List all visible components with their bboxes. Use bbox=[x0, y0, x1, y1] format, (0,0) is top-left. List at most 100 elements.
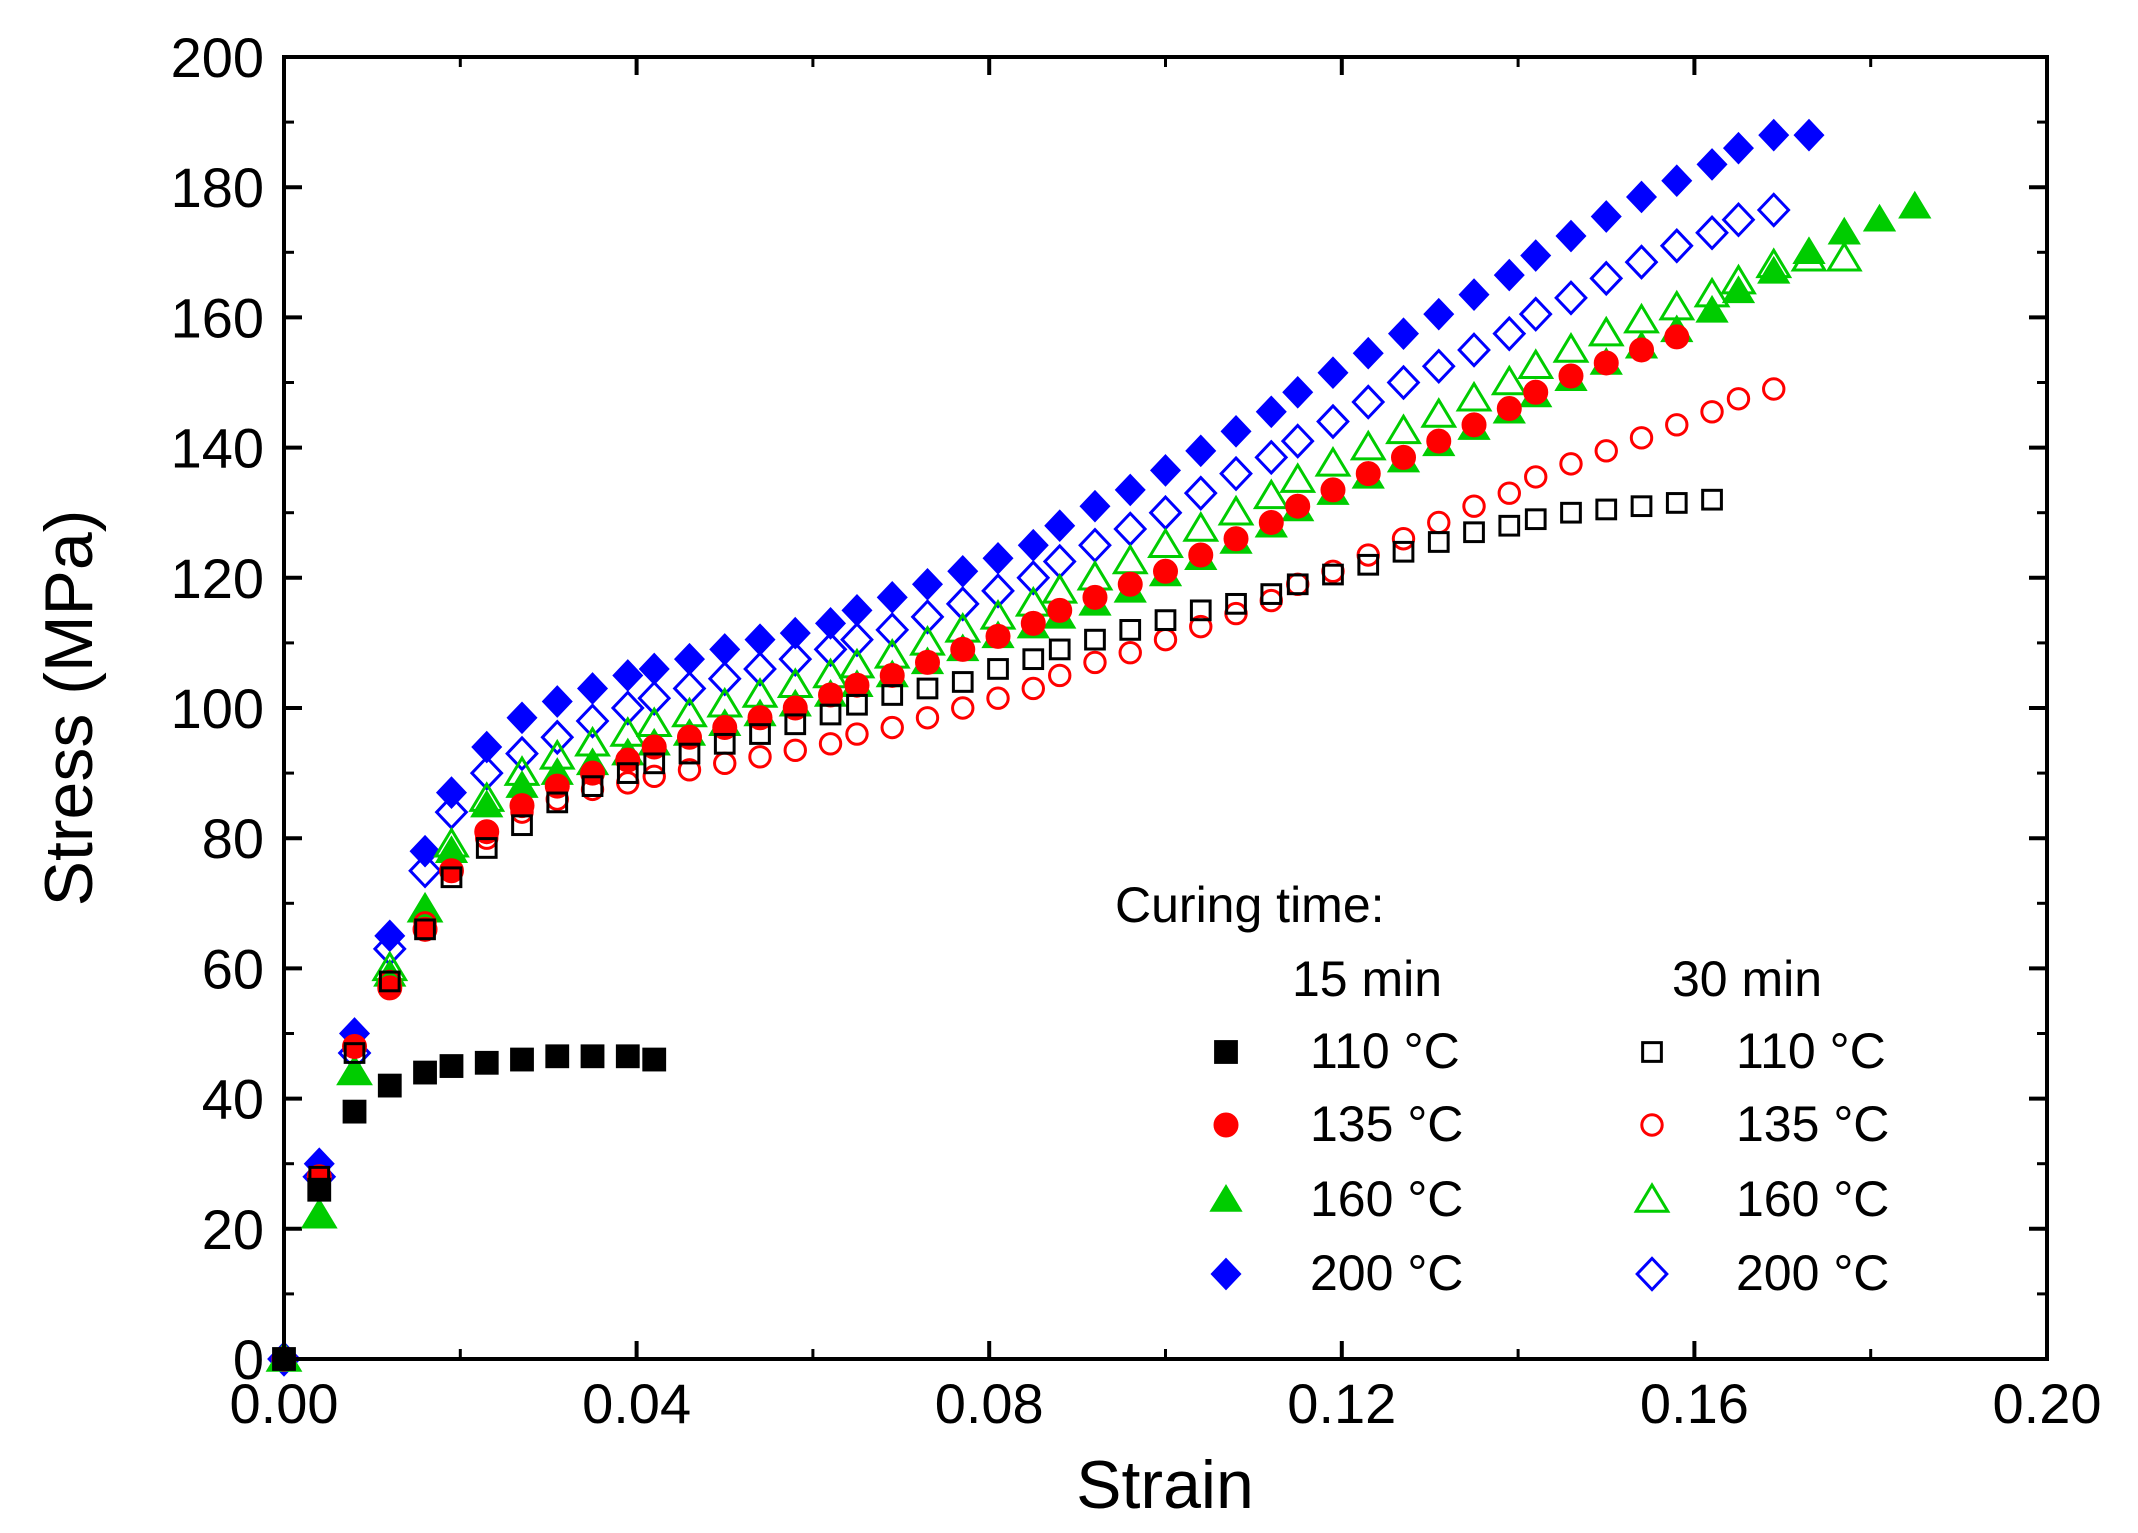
data-point bbox=[783, 738, 807, 763]
data-point bbox=[1349, 429, 1387, 461]
data-point bbox=[1255, 395, 1287, 429]
data-point bbox=[1020, 610, 1046, 636]
data-point bbox=[713, 732, 736, 755]
series-30min-diamond-open bbox=[267, 192, 1791, 1377]
data-point bbox=[546, 791, 569, 814]
x-tick-label: 0.12 bbox=[1287, 1372, 1396, 1435]
y-tick-label: 100 bbox=[171, 677, 264, 740]
data-point bbox=[1022, 648, 1045, 671]
data-point bbox=[438, 858, 464, 884]
data-point bbox=[1496, 396, 1522, 422]
data-point bbox=[1048, 638, 1071, 661]
x-tick-label: 0.04 bbox=[582, 1372, 691, 1435]
data-point bbox=[1392, 540, 1415, 563]
data-point bbox=[1518, 296, 1553, 332]
data-point bbox=[1793, 118, 1825, 152]
data-point bbox=[915, 706, 940, 730]
data-point bbox=[643, 752, 666, 775]
data-point bbox=[1701, 488, 1723, 511]
data-point bbox=[1021, 676, 1045, 701]
data-point bbox=[1462, 494, 1486, 518]
data-point bbox=[581, 775, 604, 797]
data-point bbox=[540, 719, 575, 756]
legend-label: 160 °C bbox=[1310, 1171, 1463, 1227]
data-point bbox=[1314, 445, 1352, 477]
data-point bbox=[1188, 542, 1214, 568]
data-point bbox=[846, 693, 868, 716]
y-tick-label: 140 bbox=[171, 417, 264, 480]
data-point bbox=[678, 742, 701, 765]
data-point bbox=[1320, 477, 1346, 503]
data-point bbox=[1722, 131, 1754, 165]
data-point bbox=[1154, 609, 1177, 631]
data-point bbox=[1118, 640, 1142, 665]
data-point bbox=[1048, 663, 1072, 688]
data-point bbox=[951, 696, 975, 720]
data-point bbox=[879, 662, 905, 688]
y-tick-label: 20 bbox=[202, 1198, 264, 1261]
data-point bbox=[505, 735, 539, 772]
data-point bbox=[779, 616, 811, 650]
data-point bbox=[1463, 521, 1485, 544]
data-point bbox=[1386, 364, 1421, 401]
data-point bbox=[1455, 380, 1493, 412]
data-point bbox=[440, 866, 463, 889]
x-tick-label: 0.16 bbox=[1640, 1372, 1749, 1435]
series-15min-square-filled bbox=[272, 1044, 667, 1371]
data-point bbox=[1629, 337, 1655, 363]
data-point bbox=[300, 1197, 338, 1229]
data-point bbox=[1461, 412, 1487, 438]
data-point bbox=[580, 760, 606, 786]
data-point bbox=[677, 758, 702, 782]
data-point bbox=[1421, 348, 1456, 385]
data-point bbox=[1721, 275, 1756, 304]
legend-label: 200 °C bbox=[1310, 1245, 1463, 1301]
x-tick-label: 0.00 bbox=[230, 1372, 339, 1435]
data-point bbox=[1721, 201, 1756, 238]
data-point bbox=[1862, 203, 1897, 232]
data-point bbox=[1254, 439, 1289, 476]
data-point bbox=[840, 621, 874, 658]
data-point bbox=[1665, 492, 1688, 514]
data-point bbox=[1252, 478, 1290, 510]
legend-label: 110 °C bbox=[1736, 1023, 1886, 1079]
data-point bbox=[471, 730, 503, 764]
data-point bbox=[916, 677, 939, 700]
data-point bbox=[1322, 563, 1344, 586]
data-point bbox=[881, 684, 904, 706]
data-point bbox=[541, 685, 573, 718]
data-point bbox=[1189, 614, 1213, 639]
legend-marker bbox=[1635, 1256, 1669, 1292]
data-point bbox=[1189, 599, 1212, 622]
data-point bbox=[1630, 495, 1653, 518]
y-tick-label: 160 bbox=[171, 286, 264, 349]
legend-label: 135 °C bbox=[1310, 1096, 1463, 1152]
data-point bbox=[343, 1042, 366, 1064]
data-point bbox=[1147, 527, 1184, 558]
plot-frame bbox=[282, 55, 2049, 1361]
data-point bbox=[1084, 628, 1106, 651]
data-point bbox=[433, 826, 470, 858]
data-point bbox=[1016, 560, 1051, 596]
legend-entries: 110 °C 135 °C 160 °C 200 °C 110 °C 135 °C 160 … bbox=[1209, 1023, 1889, 1301]
data-point bbox=[1490, 364, 1528, 396]
data-point bbox=[985, 623, 1011, 649]
data-point bbox=[609, 716, 647, 747]
y-tick-label: 60 bbox=[202, 937, 264, 1000]
data-point bbox=[1659, 228, 1694, 264]
data-point bbox=[377, 975, 403, 1001]
data-point bbox=[1260, 583, 1283, 605]
data-point bbox=[1720, 263, 1757, 295]
legend-marker bbox=[1209, 1184, 1243, 1212]
data-point bbox=[1658, 289, 1696, 321]
data-point bbox=[1044, 509, 1076, 543]
data-point bbox=[510, 1047, 534, 1072]
data-point bbox=[707, 660, 742, 697]
data-point bbox=[1700, 400, 1724, 424]
data-point bbox=[511, 814, 533, 837]
data-point bbox=[574, 725, 611, 757]
data-point bbox=[1524, 465, 1548, 489]
x-tick-label: 0.08 bbox=[935, 1372, 1044, 1435]
